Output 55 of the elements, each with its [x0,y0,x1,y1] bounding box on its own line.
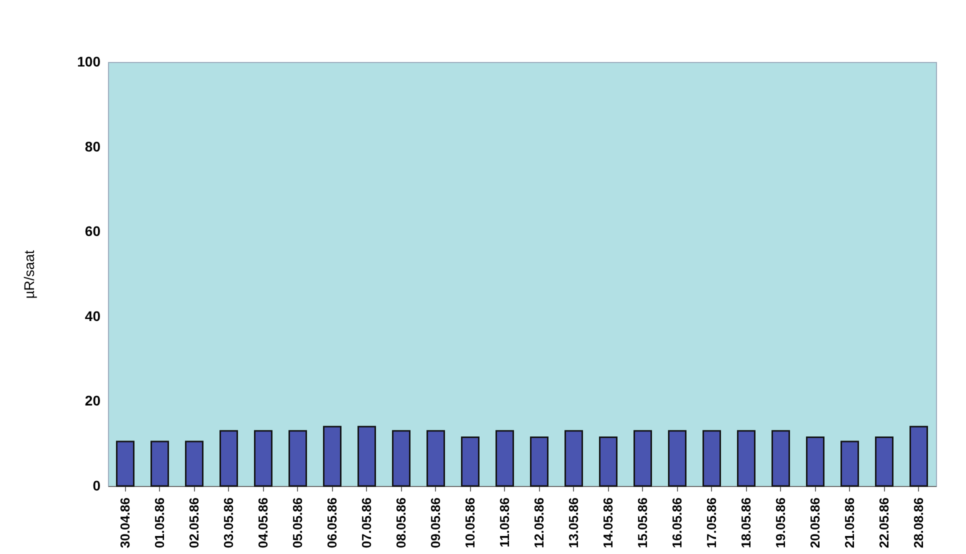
bar [323,426,342,487]
x-tick-label: 20.05.86 [807,498,822,548]
bar [910,426,928,487]
bar [875,436,894,487]
x-tick-label: 15.05.86 [634,498,650,548]
bar [668,430,686,487]
x-tick-label: 09.05.86 [428,498,443,548]
bar [392,430,410,487]
x-tick-label: 04.05.86 [255,498,270,548]
bar [564,430,583,487]
bar [150,440,169,487]
bar [116,440,134,487]
x-tick-label: 30.04.86 [117,498,132,548]
bar [185,440,204,487]
y-tick-label: 60 [84,223,101,240]
bar [426,430,445,487]
x-tick-label: 18.05.86 [738,498,754,548]
bar [599,436,618,487]
bar [634,430,652,487]
bar [220,430,238,487]
x-tick-label: 14.05.86 [600,498,616,548]
x-tick-label: 02.05.86 [186,498,202,548]
y-axis-title: µR/saat [21,250,38,299]
x-tick-label: 17.05.86 [704,498,719,548]
bar [702,430,721,487]
x-tick-label: 05.05.86 [290,498,305,548]
bar [496,430,514,487]
x-tick-label: 08.05.86 [393,498,408,548]
x-tick-label: 28.08.86 [910,498,926,548]
y-tick-label: 100 [77,54,101,70]
bar [772,430,790,487]
x-tick-label: 21.05.86 [842,498,857,548]
x-tick-label: 19.05.86 [772,498,788,548]
x-tick-label: 10.05.86 [462,498,478,548]
x-tick-label: 13.05.86 [566,498,581,548]
bar [806,436,824,487]
bar [737,430,756,487]
x-tick-label: 03.05.86 [220,498,236,548]
bar [461,436,480,487]
bar [358,426,376,487]
bar [840,440,859,487]
y-tick-label: 0 [92,478,101,494]
bar [254,430,272,487]
x-tick-label: 16.05.86 [669,498,684,548]
bar [530,436,548,487]
y-tick-label: 80 [84,138,101,154]
x-tick-label: 01.05.86 [152,498,167,548]
x-tick-label: 07.05.86 [358,498,374,548]
y-tick-label: 20 [84,392,101,409]
x-tick-label: 11.05.86 [496,498,512,548]
y-tick-label: 40 [84,308,101,324]
x-tick-label: 12.05.86 [531,498,546,548]
x-tick-label: 22.05.86 [876,498,892,548]
bar [288,430,307,487]
x-tick-label: 06.05.86 [324,498,340,548]
